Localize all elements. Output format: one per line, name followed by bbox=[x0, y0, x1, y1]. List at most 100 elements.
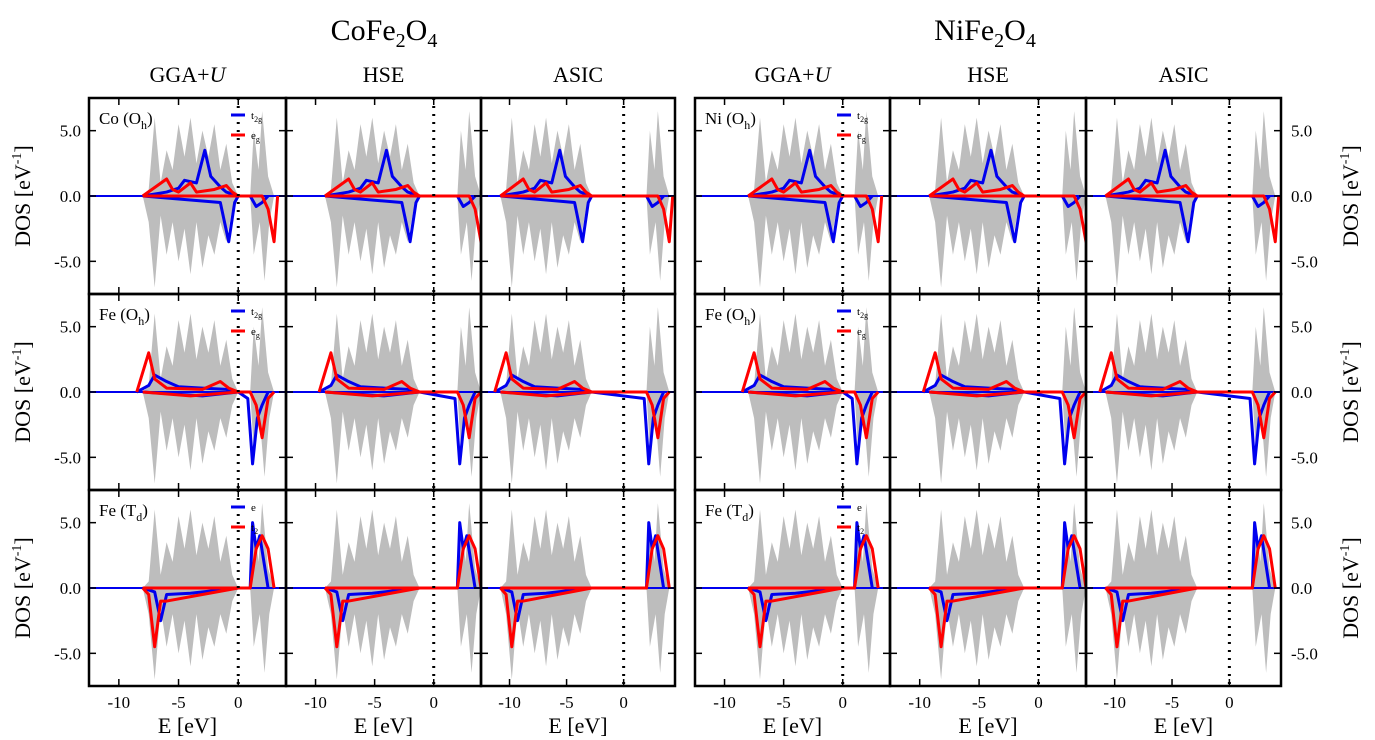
panel-r1-c0: -5.0 0.0 5.0 Fe (Oh) t2g eg bbox=[54, 292, 288, 492]
total-dos-up bbox=[748, 503, 879, 588]
panel-plot-area bbox=[481, 98, 675, 294]
method-title-main: HSE bbox=[363, 62, 405, 87]
panel-r2-c2: -10 -5 0 bbox=[479, 488, 677, 712]
ylabel-right-0: DOS [eV-1] bbox=[1338, 145, 1363, 247]
total-dos-up bbox=[929, 503, 1086, 588]
red-pdos-up bbox=[499, 177, 593, 198]
ytick-label: 0.0 bbox=[60, 383, 81, 402]
site-label-close: ) bbox=[750, 109, 756, 128]
xlabel-1: E [eV] bbox=[354, 713, 413, 738]
method-title-main: ASIC bbox=[1158, 62, 1208, 87]
red-pdos-down bbox=[500, 390, 671, 440]
blue-pdos-up bbox=[741, 373, 844, 394]
ylabel-left-0: DOS [eV-1] bbox=[10, 145, 35, 247]
red-pdos-down bbox=[1105, 194, 1281, 244]
total-dos-up bbox=[1105, 307, 1276, 392]
xtick-label: 0 bbox=[1225, 693, 1234, 712]
blue-pdos-up bbox=[922, 373, 1025, 394]
total-dos-up bbox=[500, 111, 670, 196]
legend-entry-main: e bbox=[251, 502, 256, 514]
red-pdos-up bbox=[921, 351, 1025, 394]
ytick-label: 0.0 bbox=[1291, 383, 1312, 402]
ylabel-close: ] bbox=[10, 341, 35, 348]
method-title-5: ASIC bbox=[1158, 62, 1208, 87]
ylabel-main: DOS [eV bbox=[1338, 360, 1363, 443]
panel-plot-area bbox=[89, 98, 286, 294]
total-dos-up bbox=[325, 503, 481, 588]
site-label-sub: h bbox=[141, 118, 147, 132]
red-pdos-down bbox=[928, 586, 1025, 649]
legend-entry: eg bbox=[857, 326, 866, 340]
panel-plot-area bbox=[695, 98, 890, 294]
legend-entry: e bbox=[857, 502, 862, 514]
method-title-italic: U bbox=[815, 62, 833, 87]
site-label-close: ) bbox=[142, 501, 148, 520]
red-pdos-down bbox=[1104, 586, 1198, 649]
xtick-label: 0 bbox=[234, 693, 243, 712]
total-dos-down bbox=[929, 588, 1086, 680]
xtick-label: -5 bbox=[368, 693, 382, 712]
panel-frame bbox=[1084, 488, 1283, 688]
total-dos-up bbox=[500, 307, 670, 392]
red-pdos-up bbox=[928, 177, 1026, 198]
method-title-4: HSE bbox=[967, 62, 1009, 87]
red-pdos-down bbox=[324, 390, 481, 440]
legend-entry: t2g bbox=[857, 110, 868, 124]
total-dos-down bbox=[1105, 392, 1276, 484]
total-dos-up bbox=[325, 111, 481, 196]
total-dos-down bbox=[142, 196, 275, 288]
legend-entry-sub: 2g bbox=[254, 311, 262, 320]
red-pdos-up bbox=[135, 351, 239, 394]
site-label: Fe (Oh) bbox=[99, 305, 150, 328]
legend-entry-main: t bbox=[251, 306, 254, 318]
ylabel-main: DOS [eV bbox=[1338, 164, 1363, 247]
total-dos-down bbox=[325, 392, 481, 484]
xtick-label: -10 bbox=[498, 693, 521, 712]
blue-pdos-down bbox=[747, 586, 843, 623]
panel-frame bbox=[479, 488, 677, 688]
panel-plot-area bbox=[89, 490, 286, 686]
red-pdos-down bbox=[748, 390, 880, 440]
total-dos-down bbox=[748, 588, 879, 680]
red-pdos-down bbox=[747, 586, 843, 649]
legend-entry-sub: g bbox=[862, 135, 866, 144]
legend-entry: t2g bbox=[857, 306, 868, 320]
red-pdos-down bbox=[1105, 390, 1277, 440]
ytick-label: -5.0 bbox=[1291, 252, 1318, 271]
group-title-base: CoFe bbox=[331, 14, 396, 47]
total-dos-up bbox=[929, 307, 1086, 392]
legend-entry-main: t bbox=[251, 522, 254, 534]
method-title-italic: U bbox=[210, 62, 228, 87]
red-pdos-up bbox=[141, 177, 240, 198]
group-title-mid: O bbox=[1004, 14, 1026, 47]
method-title-main: GGA+ bbox=[150, 62, 210, 87]
ylabel-close: ] bbox=[1338, 341, 1363, 348]
ylabel-main: DOS [eV bbox=[1338, 556, 1363, 639]
red-pdos-up bbox=[1104, 177, 1199, 198]
panel-r1-c2 bbox=[479, 292, 677, 492]
site-label: Co (Oh) bbox=[99, 109, 153, 132]
site-label-main: Ni (O bbox=[705, 109, 744, 128]
ylabel-main: DOS [eV bbox=[10, 360, 35, 443]
panel-plot-area bbox=[695, 294, 890, 490]
xtick-label: 0 bbox=[429, 693, 438, 712]
red-pdos-down bbox=[141, 586, 239, 649]
blue-pdos-down bbox=[324, 586, 420, 623]
total-dos-up bbox=[142, 111, 275, 196]
panel-r0-c2 bbox=[479, 96, 677, 296]
red-pdos-down bbox=[929, 194, 1086, 244]
ylabel-right-1: DOS [eV-1] bbox=[1338, 341, 1363, 443]
site-label-main: Fe (T bbox=[705, 501, 743, 520]
total-dos-up bbox=[325, 307, 481, 392]
xtick-label: -10 bbox=[1103, 693, 1126, 712]
xtick-label: -10 bbox=[304, 693, 327, 712]
panel-r1-c3: Fe (Oh) t2g eg bbox=[693, 292, 892, 492]
panel-plot-area bbox=[1086, 294, 1281, 490]
total-dos-down bbox=[325, 196, 481, 288]
group-title-mid: O bbox=[406, 14, 428, 47]
legend-entry-main: e bbox=[857, 502, 862, 514]
legend-entry-sub: g bbox=[256, 331, 260, 340]
total-dos-down bbox=[500, 392, 670, 484]
site-label-close: ) bbox=[144, 305, 150, 324]
ytick-label: 0.0 bbox=[60, 187, 81, 206]
